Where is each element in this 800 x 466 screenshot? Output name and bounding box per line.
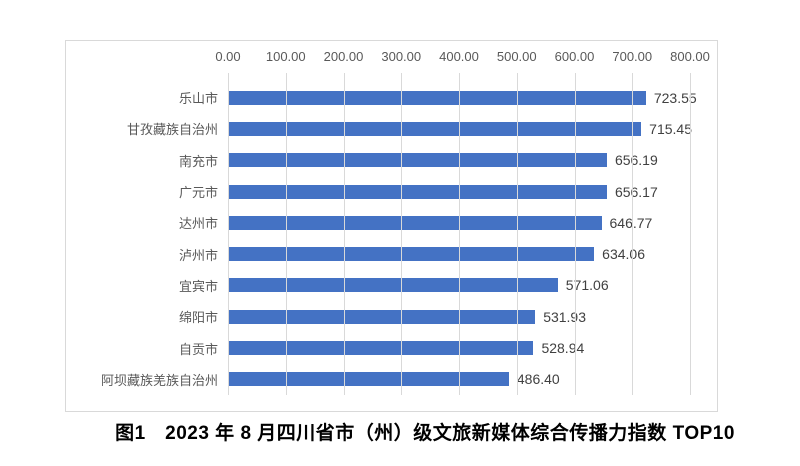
- bar: [228, 90, 646, 105]
- bar-row: 甘孜藏族自治州 715.45: [66, 113, 717, 144]
- gridline: [285, 73, 287, 395]
- value-label: 486.40: [516, 371, 560, 388]
- bar: [228, 215, 602, 230]
- bar-row: 南充市 656.19: [66, 145, 717, 176]
- chart-container: 0.00 100.00 200.00 300.00 400.00 500.00 600.00…: [65, 40, 718, 412]
- value-label: 723.55: [653, 89, 697, 106]
- category-label: 自贡市: [178, 341, 218, 357]
- bar: [228, 372, 509, 387]
- value-label: 715.45: [649, 120, 692, 137]
- value-label: 571.06: [565, 277, 609, 294]
- bar-rows: 乐山市 723.55 甘孜藏族自治州 715.45 南充市 656.19 广元市 656.17…: [66, 82, 717, 395]
- chart-caption: 图1 2023 年 8 月四川省市（州）级文旅新媒体综合传播力指数 TOP10: [115, 423, 735, 444]
- category-label: 南充市: [178, 153, 218, 169]
- gridline: [690, 73, 691, 395]
- bar-row: 绵阳市 531.93: [66, 301, 717, 332]
- category-label: 广元市: [178, 185, 218, 201]
- bar-row: 自贡市 528.94: [66, 332, 717, 363]
- category-label: 泸州市: [178, 247, 218, 263]
- gridline: [343, 73, 345, 395]
- x-axis-tick-label: 200.00: [323, 49, 364, 64]
- bar-row: 宜宾市 571.06: [66, 270, 717, 301]
- value-label: 531.93: [543, 308, 587, 325]
- value-label: 528.94: [541, 340, 585, 357]
- category-label: 甘孜藏族自治州: [126, 122, 218, 138]
- x-axis-tick-label: 100.00: [265, 49, 306, 64]
- bar: [228, 121, 642, 136]
- bar-row: 达州市 646.77: [66, 207, 717, 238]
- bar: [228, 184, 607, 199]
- plot-area: 乐山市 723.55 甘孜藏族自治州 715.45 南充市 656.19 广元市 656.17…: [66, 73, 717, 395]
- x-axis-tick-label: 400.00: [439, 49, 479, 64]
- bar: [228, 153, 607, 168]
- gridline: [459, 73, 460, 395]
- value-label: 656.19: [614, 152, 658, 169]
- gridline: [516, 73, 518, 395]
- gridline: [228, 73, 229, 395]
- bar-row: 阿坝藏族羌族自治州 486.40: [66, 364, 717, 395]
- gridline: [632, 73, 634, 395]
- bar-row: 广元市 656.17: [66, 176, 717, 207]
- value-label: 646.77: [609, 214, 653, 231]
- bar: [228, 247, 595, 262]
- x-axis: 0.00 100.00 200.00 300.00 400.00 500.00 600.00…: [66, 49, 717, 65]
- x-axis-tick-label: 0.00: [215, 49, 241, 64]
- value-label: 656.17: [614, 183, 658, 200]
- x-axis-tick-label: 600.00: [554, 49, 595, 64]
- x-axis-tick-label: 700.00: [612, 49, 653, 64]
- gridline: [574, 73, 576, 395]
- category-label: 达州市: [178, 216, 218, 232]
- bar: [228, 341, 534, 356]
- category-label: 乐山市: [178, 91, 218, 107]
- value-label: 634.06: [602, 246, 645, 263]
- gridline: [401, 73, 403, 395]
- x-axis-tick-label: 300.00: [381, 49, 422, 64]
- bar: [228, 309, 536, 324]
- bar: [228, 278, 558, 293]
- bar-row: 泸州市 634.06: [66, 238, 717, 269]
- category-label: 宜宾市: [178, 278, 218, 294]
- bar-row: 乐山市 723.55: [66, 82, 717, 113]
- category-label: 阿坝藏族羌族自治州: [100, 372, 218, 388]
- category-label: 绵阳市: [178, 310, 218, 326]
- x-axis-tick-label: 500.00: [496, 49, 537, 64]
- x-axis-tick-label: 800.00: [670, 49, 710, 64]
